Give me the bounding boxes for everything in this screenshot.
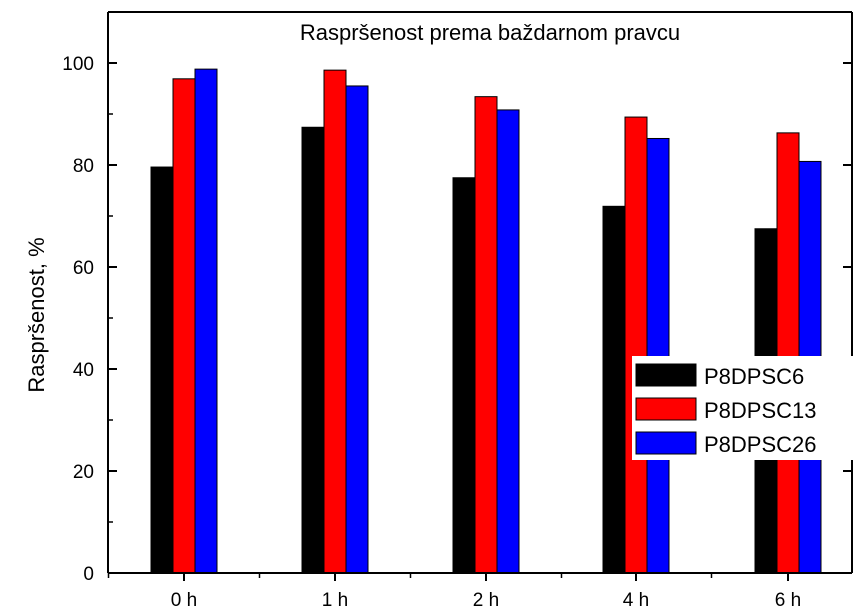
bar-p8dpsc26-2h: [496, 109, 520, 574]
y-tick-label: 20: [73, 462, 94, 483]
bar-p8dpsc13-2h: [474, 96, 498, 574]
bar-p8dpsc6-0h: [150, 166, 174, 574]
legend-label: P8DPSC13: [704, 398, 817, 423]
legend-label: P8DPSC26: [704, 432, 817, 457]
bar-p8dpsc26-0h: [194, 68, 218, 574]
bar-p8dpsc6-4h: [602, 205, 626, 574]
bar-p8dpsc6-2h: [452, 177, 476, 574]
bar-p8dpsc13-0h: [172, 78, 196, 574]
bar-p8dpsc13-1h: [323, 69, 347, 574]
x-tick-label: 0 h: [171, 590, 197, 610]
axes-group: 0 20 40 60 80 100 0 h 1 h 2 h 4 h 6 h: [62, 11, 853, 610]
legend-swatch: [635, 363, 697, 387]
y-tick-label: 60: [73, 258, 94, 279]
bar-p8dpsc6-1h: [301, 126, 325, 574]
legend-swatch: [635, 431, 697, 455]
x-tick-label: 2 h: [473, 590, 499, 610]
bars-group: [150, 68, 822, 574]
y-tick-label: 0: [83, 564, 94, 585]
chart-title: Raspršenost prema baždarnom pravcu: [300, 20, 680, 45]
y-tick-label: 40: [73, 360, 94, 381]
legend: P8DPSC6 P8DPSC13 P8DPSC26: [632, 356, 854, 460]
legend-label: P8DPSC6: [704, 364, 804, 389]
y-axis-label: Raspršenost, %: [24, 237, 49, 392]
bar-p8dpsc13-6h: [776, 132, 800, 574]
x-tick-label: 4 h: [623, 590, 649, 610]
x-tick-label: 1 h: [322, 590, 348, 610]
bar-p8dpsc13-4h: [624, 116, 648, 574]
legend-swatch: [635, 397, 697, 421]
bar-p8dpsc26-4h: [646, 137, 670, 574]
x-tick-label: 6 h: [775, 590, 801, 610]
y-tick-label: 100: [62, 54, 94, 75]
y-tick-label: 80: [73, 156, 94, 177]
bar-p8dpsc26-1h: [345, 85, 369, 574]
